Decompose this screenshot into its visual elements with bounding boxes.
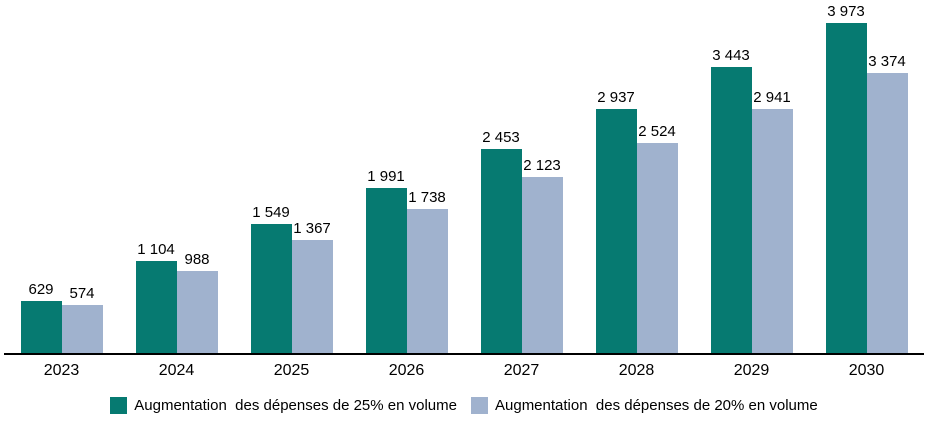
bar-group-2024: 1 104 988 [119,241,234,353]
x-tick-2024: 2024 [158,362,195,379]
x-tick-2027: 2027 [503,362,540,379]
x-tick-2029: 2029 [733,362,770,379]
value-label-20pct-2023: 574 [69,285,95,303]
x-tick-2026: 2026 [388,362,425,379]
value-label-20pct-2024: 988 [184,250,210,268]
x-tick-2028: 2028 [618,362,655,379]
bar-column: 2 453 [480,129,522,353]
bar-column: 3 374 [866,52,908,353]
legend-item-25pct: Augmentation des dépenses de 25% en volu… [110,397,457,414]
legend-label-20pct: Augmentation des dépenses de 20% en volu… [495,397,818,414]
x-tick-2025: 2025 [273,362,310,379]
bar-column: 988 [176,250,218,353]
bar-20pct-2030 [866,72,908,353]
bar-group-2029: 3 443 2 941 [694,47,809,353]
x-tick-2030: 2030 [848,362,885,379]
bar-25pct-2027 [480,149,522,353]
legend-swatch-25pct [110,397,128,414]
bar-column: 3 443 [710,47,752,353]
bar-column: 1 991 [365,167,407,353]
legend-label-25pct: Augmentation des dépenses de 25% en volu… [134,397,457,414]
bar-group-2028: 2 937 2 524 [579,89,694,353]
bar-column: 1 549 [250,204,292,353]
bar-20pct-2026 [406,208,448,353]
bar-column: 574 [61,285,103,353]
bar-group-2023: 629 574 [4,281,119,353]
bar-column: 2 941 [751,88,793,353]
bar-group-2025: 1 549 1 367 [234,204,349,353]
bar-20pct-2029 [751,108,793,353]
x-axis-labels: 2023 2024 2025 2026 2027 2028 2029 2030 [4,355,924,380]
bar-20pct-2023 [61,305,103,353]
bar-25pct-2029 [710,67,752,353]
bar-group-2026: 1 991 1 738 [349,168,464,353]
bar-column: 1 104 [135,241,177,353]
value-label-20pct-2029: 2 941 [753,88,791,106]
value-label-25pct-2029: 3 443 [712,47,750,64]
bar-25pct-2023 [20,300,62,353]
bar-column: 3 973 [825,3,867,353]
bar-25pct-2024 [135,261,177,353]
value-label-20pct-2028: 2 524 [638,123,676,141]
legend-item-20pct: Augmentation des dépenses de 20% en volu… [471,397,818,414]
bar-column: 629 [20,280,62,353]
value-label-25pct-2028: 2 937 [597,89,635,107]
bar-column: 2 524 [636,123,678,353]
value-label-25pct-2027: 2 453 [482,129,520,147]
bar-column: 1 367 [291,219,333,353]
value-label-20pct-2027: 2 123 [523,156,561,174]
plot-area: 629 574 1 104 988 1 549 [4,2,924,355]
legend: Augmentation des dépenses de 25% en volu… [0,397,928,414]
bar-25pct-2030 [825,23,867,353]
bar-column: 2 937 [595,89,637,353]
bar-25pct-2025 [250,224,292,353]
bar-20pct-2024 [176,270,218,353]
x-tick-2023: 2023 [43,362,80,379]
bar-25pct-2026 [365,187,407,353]
value-label-20pct-2025: 1 367 [293,219,331,237]
value-label-25pct-2023: 629 [28,280,54,298]
value-label-25pct-2030: 3 973 [827,3,865,20]
bar-20pct-2027 [521,176,563,353]
bar-20pct-2025 [291,239,333,353]
bar-group-2027: 2 453 2 123 [464,129,579,353]
value-label-25pct-2025: 1 549 [252,204,290,222]
bar-column: 2 123 [521,156,563,353]
bar-20pct-2028 [636,143,678,353]
bar-25pct-2028 [595,109,637,353]
value-label-25pct-2026: 1 991 [367,167,405,185]
value-label-20pct-2030: 3 374 [868,52,906,70]
value-label-25pct-2024: 1 104 [137,241,175,259]
bar-group-2030: 3 973 3 374 [809,3,924,353]
bar-column: 1 738 [406,188,448,353]
value-label-20pct-2026: 1 738 [408,188,446,206]
legend-swatch-20pct [471,397,488,414]
